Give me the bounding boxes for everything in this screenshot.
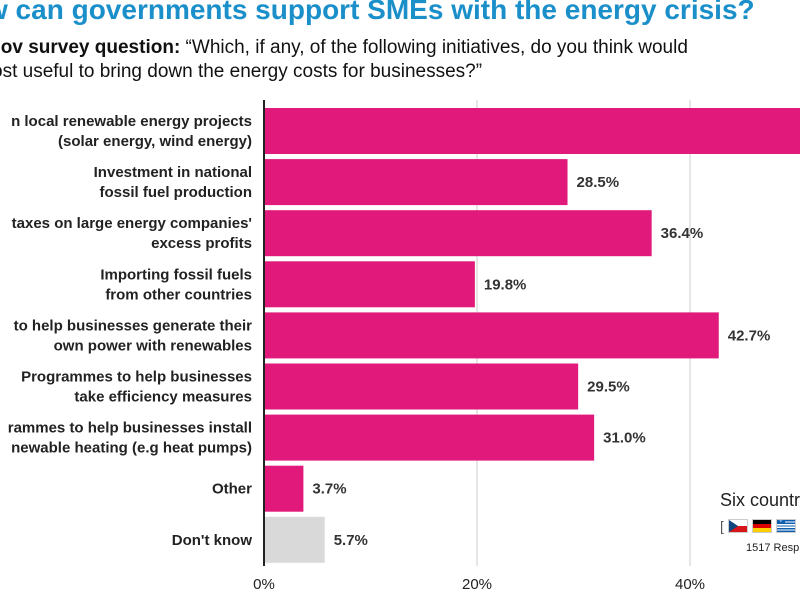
value-label: 42.7% <box>728 327 771 344</box>
bar <box>264 363 579 410</box>
bar <box>264 159 568 206</box>
category-label: rammes to help businesses install <box>8 420 252 437</box>
value-label: 28.5% <box>577 174 620 191</box>
subtitle-bold: Gov survey question: <box>0 37 181 58</box>
country-flags: [ <box>720 518 796 534</box>
subtitle-text: “Which, if any, of the following initiat… <box>180 37 688 58</box>
category-label: fossil fuel production <box>100 184 253 201</box>
bar <box>264 108 800 154</box>
bar <box>264 516 325 563</box>
category-label: (solar energy, wind energy) <box>58 133 252 150</box>
bar <box>264 261 475 308</box>
category-label: Importing fossil fuels <box>100 266 252 283</box>
category-label: Don't know <box>172 532 253 549</box>
bar <box>264 465 304 512</box>
subtitle-line-2: ost useful to bring down the energy cost… <box>0 61 483 82</box>
category-label: newable heating (e.g heat pumps) <box>11 440 252 457</box>
german-flag-icon <box>751 519 772 533</box>
bar <box>264 210 652 257</box>
x-tick-label: 0% <box>253 576 275 593</box>
value-label: 31.0% <box>603 430 646 447</box>
value-label: 5.7% <box>334 532 368 549</box>
category-label: excess profits <box>151 235 252 252</box>
czech-flag-icon <box>727 519 748 533</box>
category-label: n local renewable energy projects <box>11 113 252 130</box>
responses-note: 1517 Resp <box>746 542 800 554</box>
bracket-glyph: [ <box>720 518 724 534</box>
x-tick-label: 20% <box>462 576 492 593</box>
sample-note: Six country <box>720 490 800 510</box>
chart-title: w can governments support SMEs with the … <box>0 0 755 25</box>
value-label: 19.8% <box>484 276 527 293</box>
value-label: 3.7% <box>312 481 346 498</box>
category-label: from other countries <box>105 286 252 303</box>
value-label: 29.5% <box>587 379 630 396</box>
category-label: taxes on large energy companies' <box>12 215 252 232</box>
value-label: 36.4% <box>661 225 704 242</box>
bar <box>264 414 595 461</box>
x-tick-label: 40% <box>675 576 705 593</box>
category-label: Other <box>212 481 252 498</box>
category-label: own power with renewables <box>54 337 252 354</box>
chart-subtitle: Gov survey question: “Which, if any, of … <box>0 36 688 84</box>
category-label: Investment in national <box>94 164 252 181</box>
category-label: Programmes to help businesses <box>21 369 252 386</box>
bar <box>264 312 719 359</box>
greek-flag-icon <box>775 519 796 533</box>
category-label: to help businesses generate their <box>14 317 253 334</box>
category-label: take efficiency measures <box>74 389 252 406</box>
